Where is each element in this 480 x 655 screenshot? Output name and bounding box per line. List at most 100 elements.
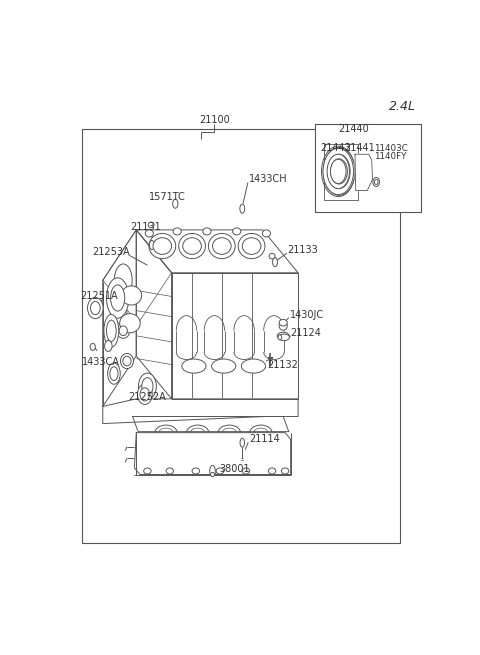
Ellipse shape	[203, 228, 211, 235]
Ellipse shape	[105, 341, 112, 352]
Ellipse shape	[242, 238, 261, 254]
Ellipse shape	[278, 335, 282, 340]
Ellipse shape	[87, 297, 103, 319]
Ellipse shape	[149, 240, 154, 250]
Text: 1571TC: 1571TC	[148, 192, 185, 202]
Ellipse shape	[107, 320, 116, 341]
Ellipse shape	[212, 359, 236, 373]
Polygon shape	[134, 433, 290, 474]
Ellipse shape	[140, 388, 150, 401]
Polygon shape	[136, 230, 298, 272]
Ellipse shape	[104, 314, 119, 347]
Text: 11403C: 11403C	[373, 143, 408, 153]
Polygon shape	[103, 230, 172, 323]
Ellipse shape	[139, 373, 156, 400]
Ellipse shape	[148, 222, 154, 228]
Ellipse shape	[323, 148, 353, 195]
Ellipse shape	[90, 343, 96, 350]
Ellipse shape	[117, 323, 130, 339]
Ellipse shape	[173, 199, 178, 208]
Ellipse shape	[233, 228, 241, 235]
Text: 21114: 21114	[249, 434, 280, 444]
Ellipse shape	[279, 321, 288, 330]
Ellipse shape	[281, 468, 289, 474]
Ellipse shape	[183, 238, 202, 254]
Ellipse shape	[121, 286, 142, 305]
Ellipse shape	[107, 278, 129, 318]
Ellipse shape	[108, 363, 120, 384]
Ellipse shape	[213, 238, 231, 254]
Text: 21440: 21440	[338, 124, 369, 134]
Ellipse shape	[323, 147, 355, 195]
Polygon shape	[103, 399, 298, 424]
Ellipse shape	[331, 159, 348, 184]
Text: 21441: 21441	[344, 143, 374, 153]
Ellipse shape	[273, 257, 277, 267]
Text: 21133: 21133	[288, 245, 318, 255]
Ellipse shape	[240, 438, 244, 447]
Text: 21131: 21131	[130, 222, 161, 232]
Ellipse shape	[149, 233, 176, 259]
Text: 2.4L: 2.4L	[389, 100, 416, 113]
Ellipse shape	[112, 303, 127, 323]
Ellipse shape	[327, 155, 349, 189]
Ellipse shape	[277, 332, 289, 339]
Text: 21100: 21100	[199, 115, 230, 125]
Text: 1430JC: 1430JC	[290, 310, 324, 320]
Ellipse shape	[144, 468, 151, 474]
Text: 1140FY: 1140FY	[373, 152, 406, 161]
Ellipse shape	[120, 354, 133, 369]
Ellipse shape	[263, 230, 271, 237]
Ellipse shape	[120, 314, 140, 333]
Ellipse shape	[268, 468, 276, 474]
Text: 21252A: 21252A	[129, 392, 166, 402]
Text: 21443: 21443	[321, 143, 351, 153]
Ellipse shape	[373, 178, 380, 187]
Ellipse shape	[210, 466, 216, 477]
Ellipse shape	[208, 233, 235, 259]
Polygon shape	[103, 230, 136, 406]
Text: 38001: 38001	[219, 464, 250, 474]
Ellipse shape	[91, 301, 100, 314]
Ellipse shape	[179, 233, 205, 259]
Ellipse shape	[110, 285, 125, 311]
Text: 21251A: 21251A	[81, 291, 118, 301]
Ellipse shape	[142, 378, 153, 395]
Ellipse shape	[123, 356, 131, 366]
Ellipse shape	[241, 359, 265, 373]
Ellipse shape	[114, 264, 132, 297]
Ellipse shape	[119, 326, 127, 335]
Bar	[315, 124, 421, 212]
Ellipse shape	[216, 468, 224, 474]
Text: 1433CA: 1433CA	[83, 357, 120, 367]
Ellipse shape	[330, 159, 346, 183]
Polygon shape	[136, 230, 172, 399]
Polygon shape	[324, 144, 358, 200]
Ellipse shape	[192, 468, 200, 474]
Ellipse shape	[279, 320, 288, 326]
Ellipse shape	[278, 334, 289, 341]
Ellipse shape	[173, 228, 181, 235]
Polygon shape	[132, 417, 289, 432]
Bar	[83, 129, 400, 542]
Polygon shape	[355, 155, 372, 191]
Ellipse shape	[322, 146, 355, 196]
Text: 21124: 21124	[290, 328, 321, 338]
Ellipse shape	[137, 384, 152, 404]
Ellipse shape	[182, 359, 206, 373]
Ellipse shape	[269, 253, 275, 259]
Ellipse shape	[374, 179, 378, 185]
Ellipse shape	[153, 238, 172, 254]
Ellipse shape	[145, 230, 154, 237]
Ellipse shape	[238, 233, 265, 259]
Ellipse shape	[242, 468, 250, 474]
Polygon shape	[172, 272, 298, 399]
Text: 21132: 21132	[267, 360, 298, 370]
Ellipse shape	[240, 204, 245, 214]
Ellipse shape	[110, 367, 118, 381]
Ellipse shape	[166, 468, 173, 474]
Text: 21253A: 21253A	[93, 247, 131, 257]
Ellipse shape	[210, 472, 215, 477]
Ellipse shape	[328, 155, 350, 189]
Text: 1433CH: 1433CH	[249, 174, 288, 185]
